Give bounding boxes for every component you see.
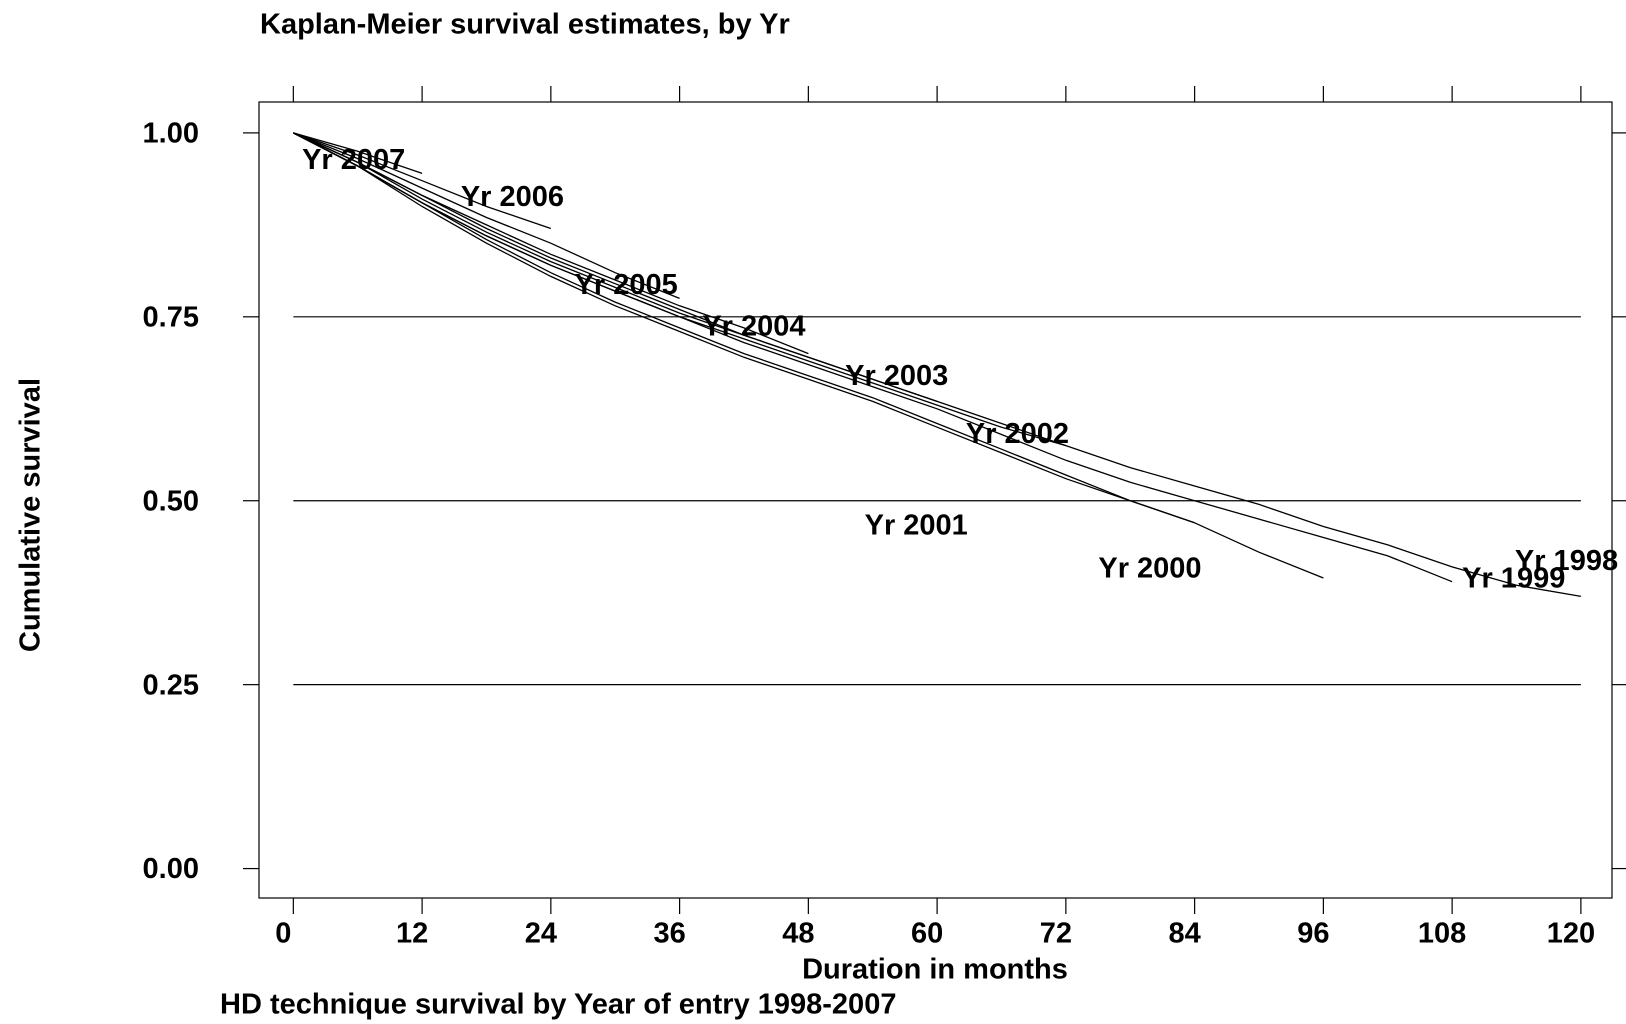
x-tick-label: 12	[396, 918, 428, 950]
series-label: Yr 1999	[1462, 562, 1565, 594]
x-tick-label: 48	[782, 918, 814, 950]
y-tick-label: 1.00	[143, 118, 199, 150]
series-label: Yr 2004	[702, 310, 805, 342]
y-tick-label: 0.75	[143, 301, 199, 333]
survival-line	[293, 132, 1067, 447]
y-axis-title: Cumulative survival	[15, 378, 47, 652]
x-tick-label: 60	[911, 918, 943, 950]
y-tick-label: 0.25	[143, 669, 199, 701]
survival-line	[293, 132, 552, 230]
survival-line	[293, 132, 1195, 524]
y-tick-label: 0.50	[143, 485, 199, 517]
series-label: Yr 1998	[1515, 545, 1618, 577]
series-label: Yr 2002	[966, 418, 1069, 450]
series-label: Yr 2005	[575, 269, 678, 301]
survival-line	[293, 132, 423, 175]
survival-line	[293, 132, 680, 300]
x-tick-label: 108	[1418, 918, 1466, 950]
x-tick-label: 72	[1040, 918, 1072, 950]
series-label: Yr 2006	[461, 181, 564, 213]
x-tick-label: 36	[653, 918, 685, 950]
x-tick-label: 96	[1297, 918, 1329, 950]
x-tick-label: 84	[1168, 918, 1200, 950]
series-label: Yr 2000	[1098, 553, 1201, 585]
chart-title: Kaplan-Meier survival estimates, by Yr	[260, 9, 790, 41]
survival-line	[293, 132, 809, 355]
series-label: Yr 2001	[865, 509, 968, 541]
x-tick-label: 120	[1547, 918, 1595, 950]
x-tick-label: 0	[275, 918, 291, 950]
survival-line	[293, 132, 938, 403]
plot-frame	[258, 101, 1613, 899]
y-tick-label: 0.00	[143, 853, 199, 885]
series-label: Yr 2003	[845, 360, 948, 392]
x-tick-label: 24	[525, 918, 557, 950]
x-axis-title: Duration in months	[802, 954, 1068, 986]
series-label: Yr 2007	[302, 144, 405, 176]
chart-note: HD technique survival by Year of entry 1…	[220, 989, 896, 1021]
